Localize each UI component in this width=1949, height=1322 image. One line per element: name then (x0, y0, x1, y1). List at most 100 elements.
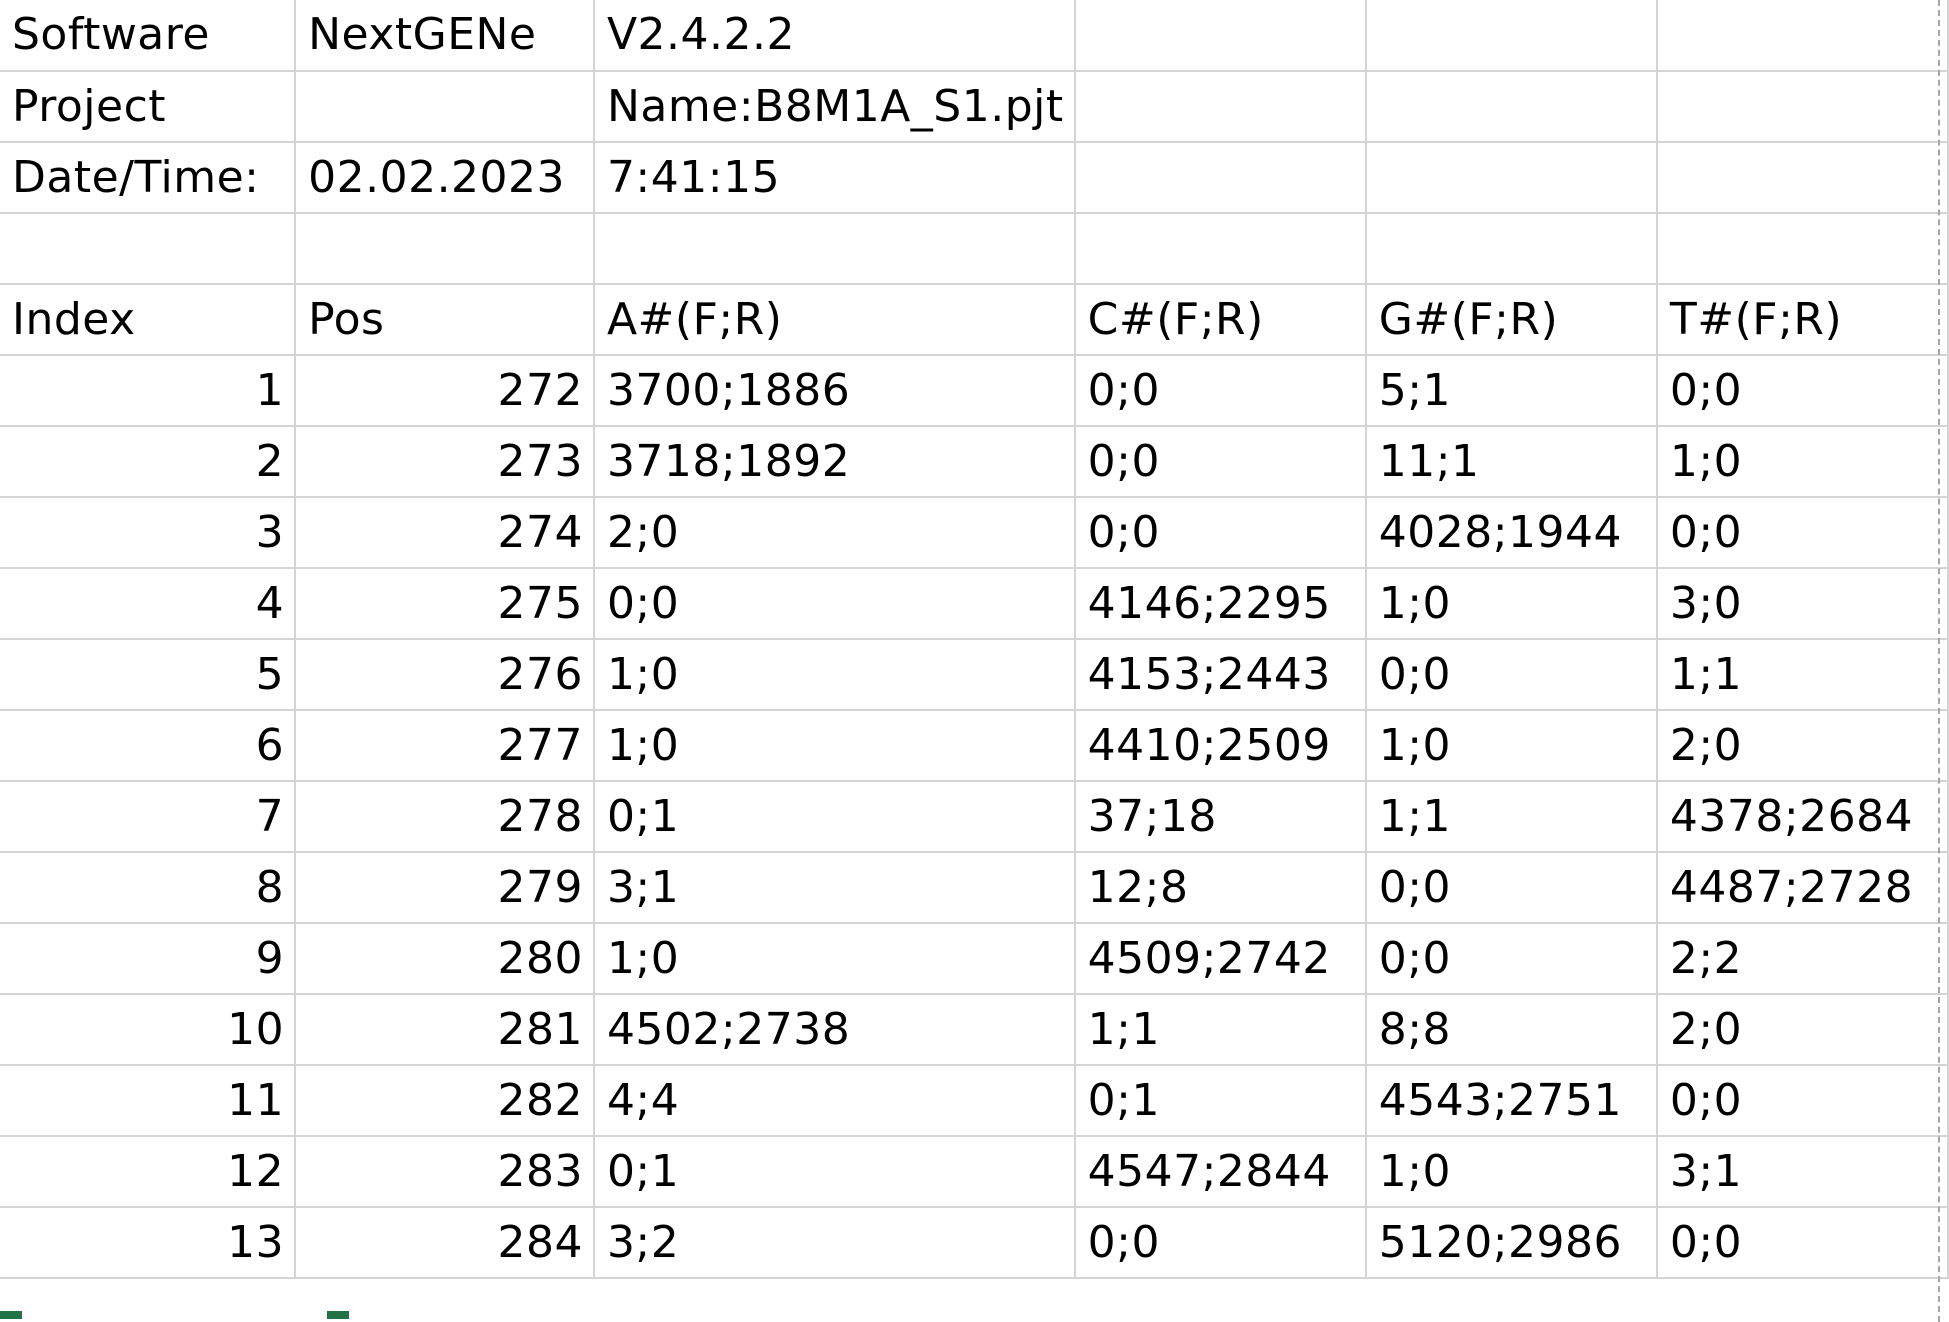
cell[interactable]: 284 (295, 1207, 595, 1279)
cell[interactable] (1656, 213, 1949, 285)
cell[interactable]: 0;0 (1365, 852, 1658, 924)
fill-handle-marker[interactable] (327, 1311, 349, 1319)
cell[interactable] (1365, 142, 1658, 214)
cell[interactable]: 1;0 (1365, 1136, 1658, 1208)
cell[interactable]: 1;0 (593, 923, 1076, 995)
cell[interactable]: 3;1 (1656, 1136, 1949, 1208)
cell[interactable]: 2;0 (1656, 994, 1949, 1066)
cell[interactable]: 1;0 (1656, 426, 1949, 498)
cell[interactable]: 10 (0, 994, 297, 1066)
cell[interactable]: 275 (295, 568, 595, 640)
cell[interactable]: 4509;2742 (1074, 923, 1367, 995)
cell[interactable]: 3;2 (593, 1207, 1076, 1279)
cell[interactable] (1656, 0, 1949, 72)
cell[interactable]: 5 (0, 639, 297, 711)
cell[interactable]: Project (0, 71, 297, 143)
cell[interactable]: 0;0 (1656, 355, 1949, 427)
cell[interactable]: 5;1 (1365, 355, 1658, 427)
cell[interactable]: 0;0 (1074, 355, 1367, 427)
cell[interactable]: 1;0 (1365, 710, 1658, 782)
column-header-cell[interactable]: T#(F;R) (1656, 284, 1949, 356)
cell[interactable] (1365, 71, 1658, 143)
cell[interactable]: 4487;2728 (1656, 852, 1949, 924)
cell[interactable] (1365, 213, 1658, 285)
cell[interactable]: 11 (0, 1065, 297, 1137)
cell[interactable]: 37;18 (1074, 781, 1367, 853)
cell[interactable]: Date/Time: (0, 142, 297, 214)
cell[interactable]: 7 (0, 781, 297, 853)
cell[interactable]: 2;0 (1656, 710, 1949, 782)
cell[interactable]: 4028;1944 (1365, 497, 1658, 569)
column-header-cell[interactable]: G#(F;R) (1365, 284, 1658, 356)
cell[interactable]: 279 (295, 852, 595, 924)
cell[interactable] (1365, 0, 1658, 72)
cell[interactable]: 12;8 (1074, 852, 1367, 924)
cell[interactable]: 0;1 (593, 1136, 1076, 1208)
cell[interactable]: 7:41:15 (593, 142, 1076, 214)
cell[interactable]: 282 (295, 1065, 595, 1137)
cell[interactable]: 1;1 (1656, 639, 1949, 711)
column-header-cell[interactable]: A#(F;R) (593, 284, 1076, 356)
cell[interactable]: 272 (295, 355, 595, 427)
cell[interactable]: 3;1 (593, 852, 1076, 924)
cell[interactable] (1074, 213, 1367, 285)
cell[interactable]: 5120;2986 (1365, 1207, 1658, 1279)
cell[interactable]: 12 (0, 1136, 297, 1208)
cell[interactable]: V2.4.2.2 (593, 0, 1076, 72)
cell[interactable]: 0;0 (1074, 497, 1367, 569)
cell[interactable]: 278 (295, 781, 595, 853)
cell[interactable] (295, 213, 595, 285)
cell[interactable]: 02.02.2023 (295, 142, 595, 214)
cell[interactable]: 0;0 (1074, 426, 1367, 498)
cell[interactable]: 13 (0, 1207, 297, 1279)
cell[interactable]: 280 (295, 923, 595, 995)
cell[interactable]: 1;1 (1074, 994, 1367, 1066)
cell[interactable]: 0;0 (1365, 639, 1658, 711)
cell[interactable] (0, 213, 297, 285)
cell[interactable]: 0;1 (1074, 1065, 1367, 1137)
cell[interactable]: 4378;2684 (1656, 781, 1949, 853)
cell[interactable]: 4;4 (593, 1065, 1076, 1137)
cell[interactable]: 4410;2509 (1074, 710, 1367, 782)
cell[interactable]: 3718;1892 (593, 426, 1076, 498)
cell[interactable]: 4 (0, 568, 297, 640)
cell[interactable]: 0;0 (593, 568, 1076, 640)
cell[interactable]: 273 (295, 426, 595, 498)
cell[interactable] (1656, 71, 1949, 143)
fill-handle-marker[interactable] (0, 1311, 22, 1319)
cell[interactable]: 2;0 (593, 497, 1076, 569)
cell[interactable]: 274 (295, 497, 595, 569)
cell[interactable] (1074, 71, 1367, 143)
cell[interactable]: 2;2 (1656, 923, 1949, 995)
column-header-cell[interactable]: C#(F;R) (1074, 284, 1367, 356)
cell[interactable]: 4543;2751 (1365, 1065, 1658, 1137)
cell[interactable]: 4547;2844 (1074, 1136, 1367, 1208)
cell[interactable]: 0;0 (1365, 923, 1658, 995)
column-header-cell[interactable]: Index (0, 284, 297, 356)
cell[interactable]: Name:B8M1A_S1.pjt (593, 71, 1076, 143)
cell[interactable]: NextGENe (295, 0, 595, 72)
cell[interactable]: 8;8 (1365, 994, 1658, 1066)
cell[interactable] (1074, 142, 1367, 214)
cell[interactable] (1656, 142, 1949, 214)
cell[interactable]: 1 (0, 355, 297, 427)
cell[interactable]: 2 (0, 426, 297, 498)
cell[interactable]: 281 (295, 994, 595, 1066)
cell[interactable]: 9 (0, 923, 297, 995)
cell[interactable]: 1;0 (593, 639, 1076, 711)
cell[interactable]: 276 (295, 639, 595, 711)
cell[interactable]: 1;0 (593, 710, 1076, 782)
cell[interactable]: 1;1 (1365, 781, 1658, 853)
cell[interactable]: 4146;2295 (1074, 568, 1367, 640)
cell[interactable] (593, 213, 1076, 285)
cell[interactable]: 8 (0, 852, 297, 924)
cell[interactable]: Software (0, 0, 297, 72)
cell[interactable]: 6 (0, 710, 297, 782)
column-header-cell[interactable]: Pos (295, 284, 595, 356)
cell[interactable]: 283 (295, 1136, 595, 1208)
cell[interactable]: 11;1 (1365, 426, 1658, 498)
cell[interactable]: 0;0 (1074, 1207, 1367, 1279)
cell[interactable]: 3 (0, 497, 297, 569)
cell[interactable]: 0;1 (593, 781, 1076, 853)
cell[interactable] (1074, 0, 1367, 72)
